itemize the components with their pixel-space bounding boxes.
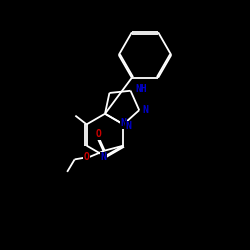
Text: N: N [142, 105, 148, 115]
Text: N: N [126, 122, 131, 132]
Text: N: N [101, 152, 107, 162]
Text: NH: NH [135, 84, 147, 94]
Text: O: O [84, 152, 89, 162]
Text: N: N [120, 118, 126, 128]
Text: O: O [96, 129, 101, 139]
